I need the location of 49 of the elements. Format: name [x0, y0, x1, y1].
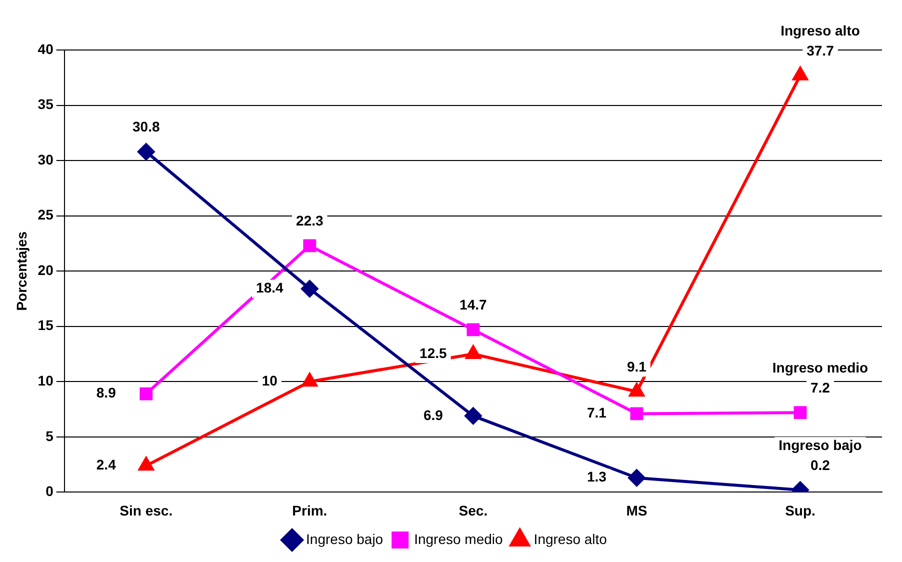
- data-label: 0.2: [810, 456, 830, 473]
- point: [794, 406, 807, 420]
- data-label: 1.3: [586, 468, 607, 485]
- y-tick-label: 15: [38, 317, 54, 334]
- x-tick-label: Sin esc.: [120, 502, 173, 518]
- legend-label: Ingreso alto: [534, 530, 608, 547]
- y-tick-label: 10: [38, 372, 54, 389]
- legend-label: Ingreso bajo: [306, 530, 384, 547]
- x-tick-label: Sec.: [458, 502, 488, 518]
- data-label: 2.4: [96, 456, 116, 473]
- y-tick-label: 20: [38, 262, 54, 278]
- point: [138, 143, 155, 160]
- y-tick-label: 35: [38, 96, 54, 112]
- data-label: 14.7: [460, 296, 488, 313]
- point: [628, 469, 646, 486]
- point: [464, 407, 482, 424]
- data-label: 8.9: [96, 384, 116, 401]
- point: [302, 373, 318, 387]
- data-label: 10: [262, 372, 278, 389]
- y-tick-label: 5: [46, 428, 54, 444]
- data-label: 22.3: [296, 212, 324, 229]
- point: [301, 280, 318, 298]
- point: [303, 239, 316, 252]
- data-label: 7.1: [586, 404, 607, 421]
- data-label: 37.7: [806, 42, 834, 58]
- y-tick-label: 40: [38, 40, 54, 57]
- point: [630, 407, 644, 420]
- point: [140, 387, 153, 400]
- y-axis-title: Porcentajes: [13, 231, 30, 311]
- y-tick-label: 30: [38, 151, 54, 168]
- point: [138, 457, 154, 471]
- data-label: 12.5: [420, 344, 448, 361]
- text: Ingreso alto: [780, 22, 860, 38]
- legend-label: Ingreso medio: [414, 530, 504, 547]
- data-label: 6.9: [423, 406, 444, 423]
- point: [629, 383, 644, 397]
- data-label: 7.2: [810, 379, 830, 396]
- text: Ingreso medio: [772, 359, 868, 376]
- y-tick-label: 0: [46, 483, 54, 500]
- data-label: 9.1: [626, 358, 647, 374]
- data-label: 18.4: [256, 280, 284, 296]
- text: Ingreso bajo: [778, 436, 862, 453]
- y-tick-label: 25: [38, 206, 54, 223]
- point: [466, 323, 480, 336]
- x-tick-label: Sup.: [785, 502, 816, 518]
- x-tick-label: Prim.: [292, 502, 328, 518]
- data-label: 30.8: [132, 118, 160, 135]
- x-tick-label: MS: [626, 502, 648, 518]
- point: [466, 346, 481, 360]
